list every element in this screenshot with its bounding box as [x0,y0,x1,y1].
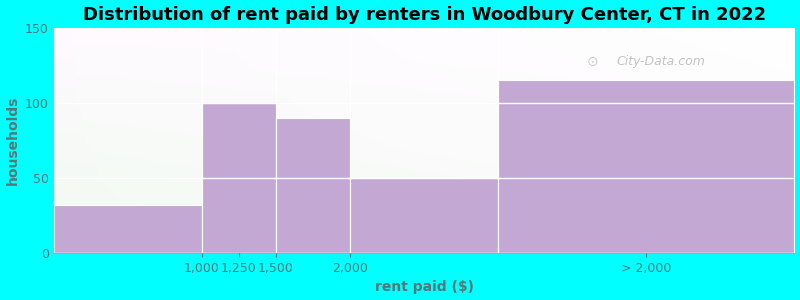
Text: City-Data.com: City-Data.com [617,55,706,68]
Bar [202,103,276,253]
Title: Distribution of rent paid by renters in Woodbury Center, CT in 2022: Distribution of rent paid by renters in … [82,6,766,24]
X-axis label: rent paid ($): rent paid ($) [374,280,474,294]
Text: ⊙: ⊙ [587,55,598,69]
Bar [54,205,202,253]
Bar [498,80,794,253]
Y-axis label: households: households [6,96,19,185]
Bar [350,178,498,253]
Bar [276,118,350,253]
